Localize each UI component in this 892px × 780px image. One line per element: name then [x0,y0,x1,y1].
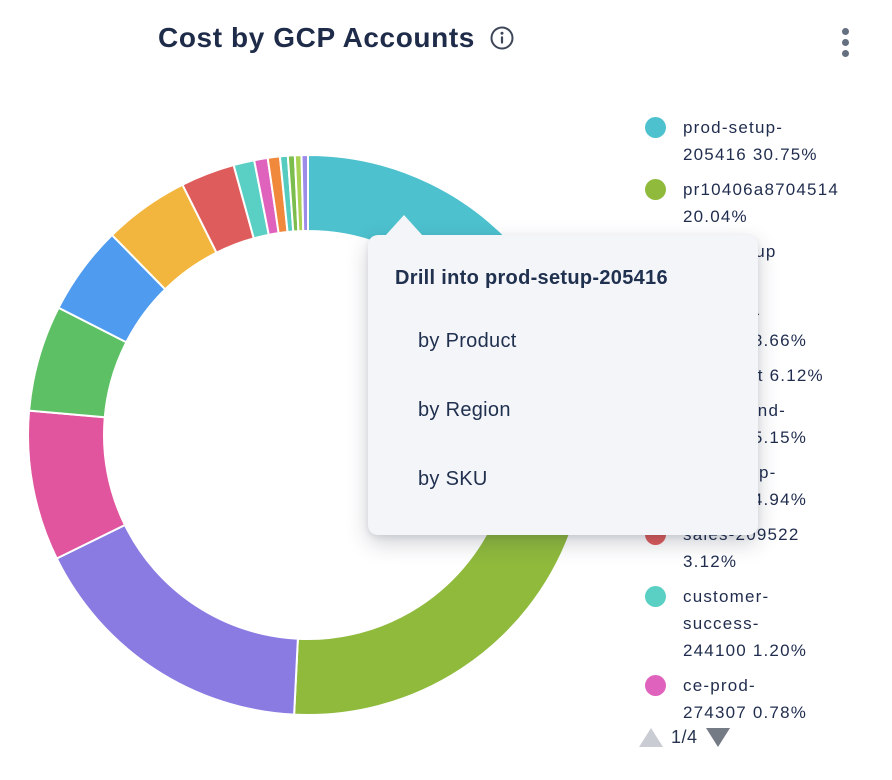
legend-item[interactable]: ce-prod- 274307 0.78% [645,672,873,718]
kebab-dot-icon [841,38,849,46]
legend-item[interactable]: customer- success- 244100 1.20% [645,583,873,664]
drilldown-option-by-region[interactable]: by Region [418,399,511,421]
widget-header: Cost by GCP Accounts [158,22,515,54]
kebab-menu-button[interactable] [833,22,857,62]
drilldown-title: Drill into prod-setup-205416 [395,267,668,289]
drilldown-option-by-product[interactable]: by Product [418,330,517,352]
legend-item-label: pr10406a8704514 20.04% [683,180,840,226]
drilldown-option-by-sku[interactable]: by SKU [418,468,488,490]
legend-prev-button[interactable] [639,728,663,747]
pie-slice-small-14[interactable] [300,154,309,233]
legend-item[interactable]: pr10406a8704514 20.04% [645,176,873,230]
drilldown-popover: Drill into prod-setup-205416 by Product … [368,215,758,535]
legend-pager: 1/4 [639,727,730,748]
pie-slice-infra-setup[interactable] [55,523,299,716]
legend-bullet-icon [645,675,666,696]
legend-item-label: ce-prod- 274307 0.78% [683,676,808,718]
legend-next-button[interactable] [705,728,730,747]
legend-item-label: prod-setup- 205416 30.75% [683,118,818,164]
kebab-dot-icon [841,27,849,35]
legend-page-indicator: 1/4 [671,727,698,747]
pie-slice-pr10406a8704514[interactable] [293,506,571,717]
legend-bullet-icon [645,179,666,200]
chart-title: Cost by GCP Accounts [158,22,475,53]
legend-item[interactable]: prod-setup- 205416 30.75% [645,114,873,168]
info-icon[interactable] [489,25,515,51]
kebab-dot-icon [841,49,849,57]
legend-bullet-icon [645,586,666,607]
legend-item-label: customer- success- 244100 1.20% [683,587,808,660]
legend-bullet-icon [645,117,666,138]
